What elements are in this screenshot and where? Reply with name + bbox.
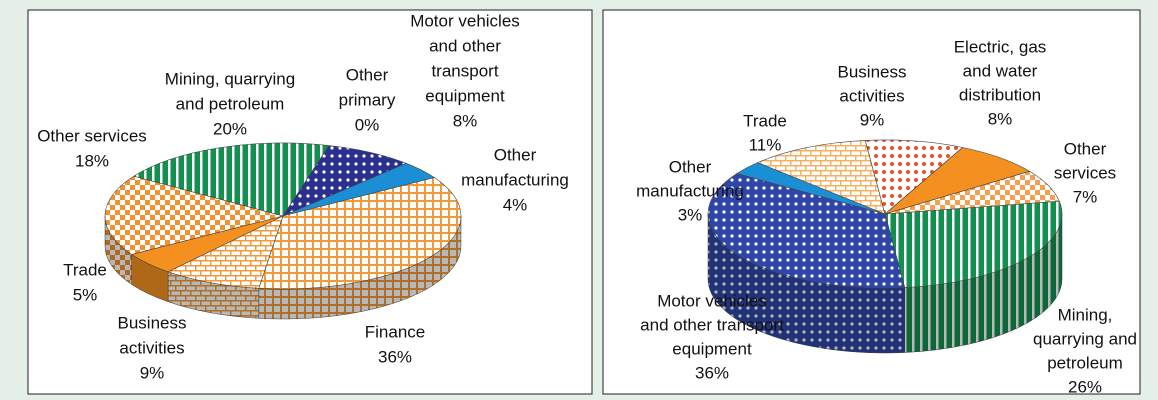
slice: [884, 147, 1031, 215]
slice-label: transport: [431, 61, 498, 80]
slice-label: Other: [346, 65, 389, 84]
slice-value-label: 7%: [1073, 187, 1098, 206]
slice-label: Finance: [365, 322, 425, 341]
slice-value-label: 0%: [355, 115, 380, 134]
slice-value-label: 11%: [749, 135, 782, 154]
slice: [282, 145, 407, 217]
slice-label: Other services: [37, 126, 147, 145]
slice-label: distribution: [959, 85, 1041, 104]
slice-label: Motor vehicles: [410, 11, 520, 30]
slice: [104, 175, 285, 255]
slice-label: equipment: [425, 86, 505, 105]
slice-value-label: 36%: [378, 347, 412, 366]
slice: [864, 139, 964, 215]
slice-side-shade: [708, 214, 905, 353]
slice-label: activities: [119, 338, 184, 357]
slice-value-label: 8%: [453, 111, 478, 130]
slice: [258, 177, 462, 290]
slice-value-label: 26%: [1068, 377, 1102, 396]
slice-label: activities: [839, 86, 904, 105]
slice-label: Business: [838, 62, 907, 81]
slice-label: services: [1054, 163, 1116, 182]
slice-label: primary: [339, 90, 396, 109]
slice-label: petroleum: [1047, 353, 1123, 372]
slice-value-label: 20%: [213, 119, 247, 138]
slice-label: and petroleum: [176, 94, 285, 113]
slice-side-shade: [904, 214, 1062, 353]
slice: [884, 200, 1063, 288]
slice-label: manufacturing: [461, 170, 569, 189]
slice-label: Mining, quarrying: [165, 69, 295, 88]
slice-side-shade: [131, 254, 169, 302]
slice-value-label: 5%: [73, 285, 98, 304]
slice-label: and other: [429, 36, 501, 55]
slice-label: Electric, gas: [954, 37, 1047, 56]
slice: [132, 142, 330, 217]
slice-label: and water: [963, 61, 1038, 80]
slice-label: Business: [118, 313, 187, 332]
slice-label: equipment: [672, 339, 752, 358]
pie: [104, 142, 462, 320]
slice-label: Other: [494, 145, 537, 164]
slice: [707, 173, 906, 289]
slice: [884, 171, 1060, 215]
slice-label: Trade: [63, 260, 107, 279]
slice-label: quarrying and: [1033, 329, 1137, 348]
slice-label: Trade: [743, 111, 787, 130]
slice-value-label: 8%: [988, 109, 1013, 128]
slice: [167, 215, 284, 289]
slice-value-label: 9%: [860, 110, 885, 129]
slice-value-label: 4%: [503, 195, 528, 214]
slice-label: and other transport: [640, 315, 784, 334]
slice-label: manufacturing: [636, 181, 744, 200]
slice-label: Other: [669, 157, 712, 176]
slice: [756, 140, 886, 215]
slice-side-shade: [168, 271, 259, 319]
slice-value-label: 3%: [678, 205, 703, 224]
slice-side-shade: [105, 216, 132, 285]
pie: [707, 139, 1063, 354]
slice-label: Mining,: [1058, 305, 1113, 324]
slice-side-shade: [258, 216, 461, 319]
slice-value-label: 9%: [140, 363, 165, 382]
slice-value-label: 36%: [695, 363, 729, 382]
slice-label: Other: [1064, 139, 1107, 158]
slice-value-label: 18%: [75, 151, 109, 170]
slice-label: Motor vehicles: [657, 291, 767, 310]
